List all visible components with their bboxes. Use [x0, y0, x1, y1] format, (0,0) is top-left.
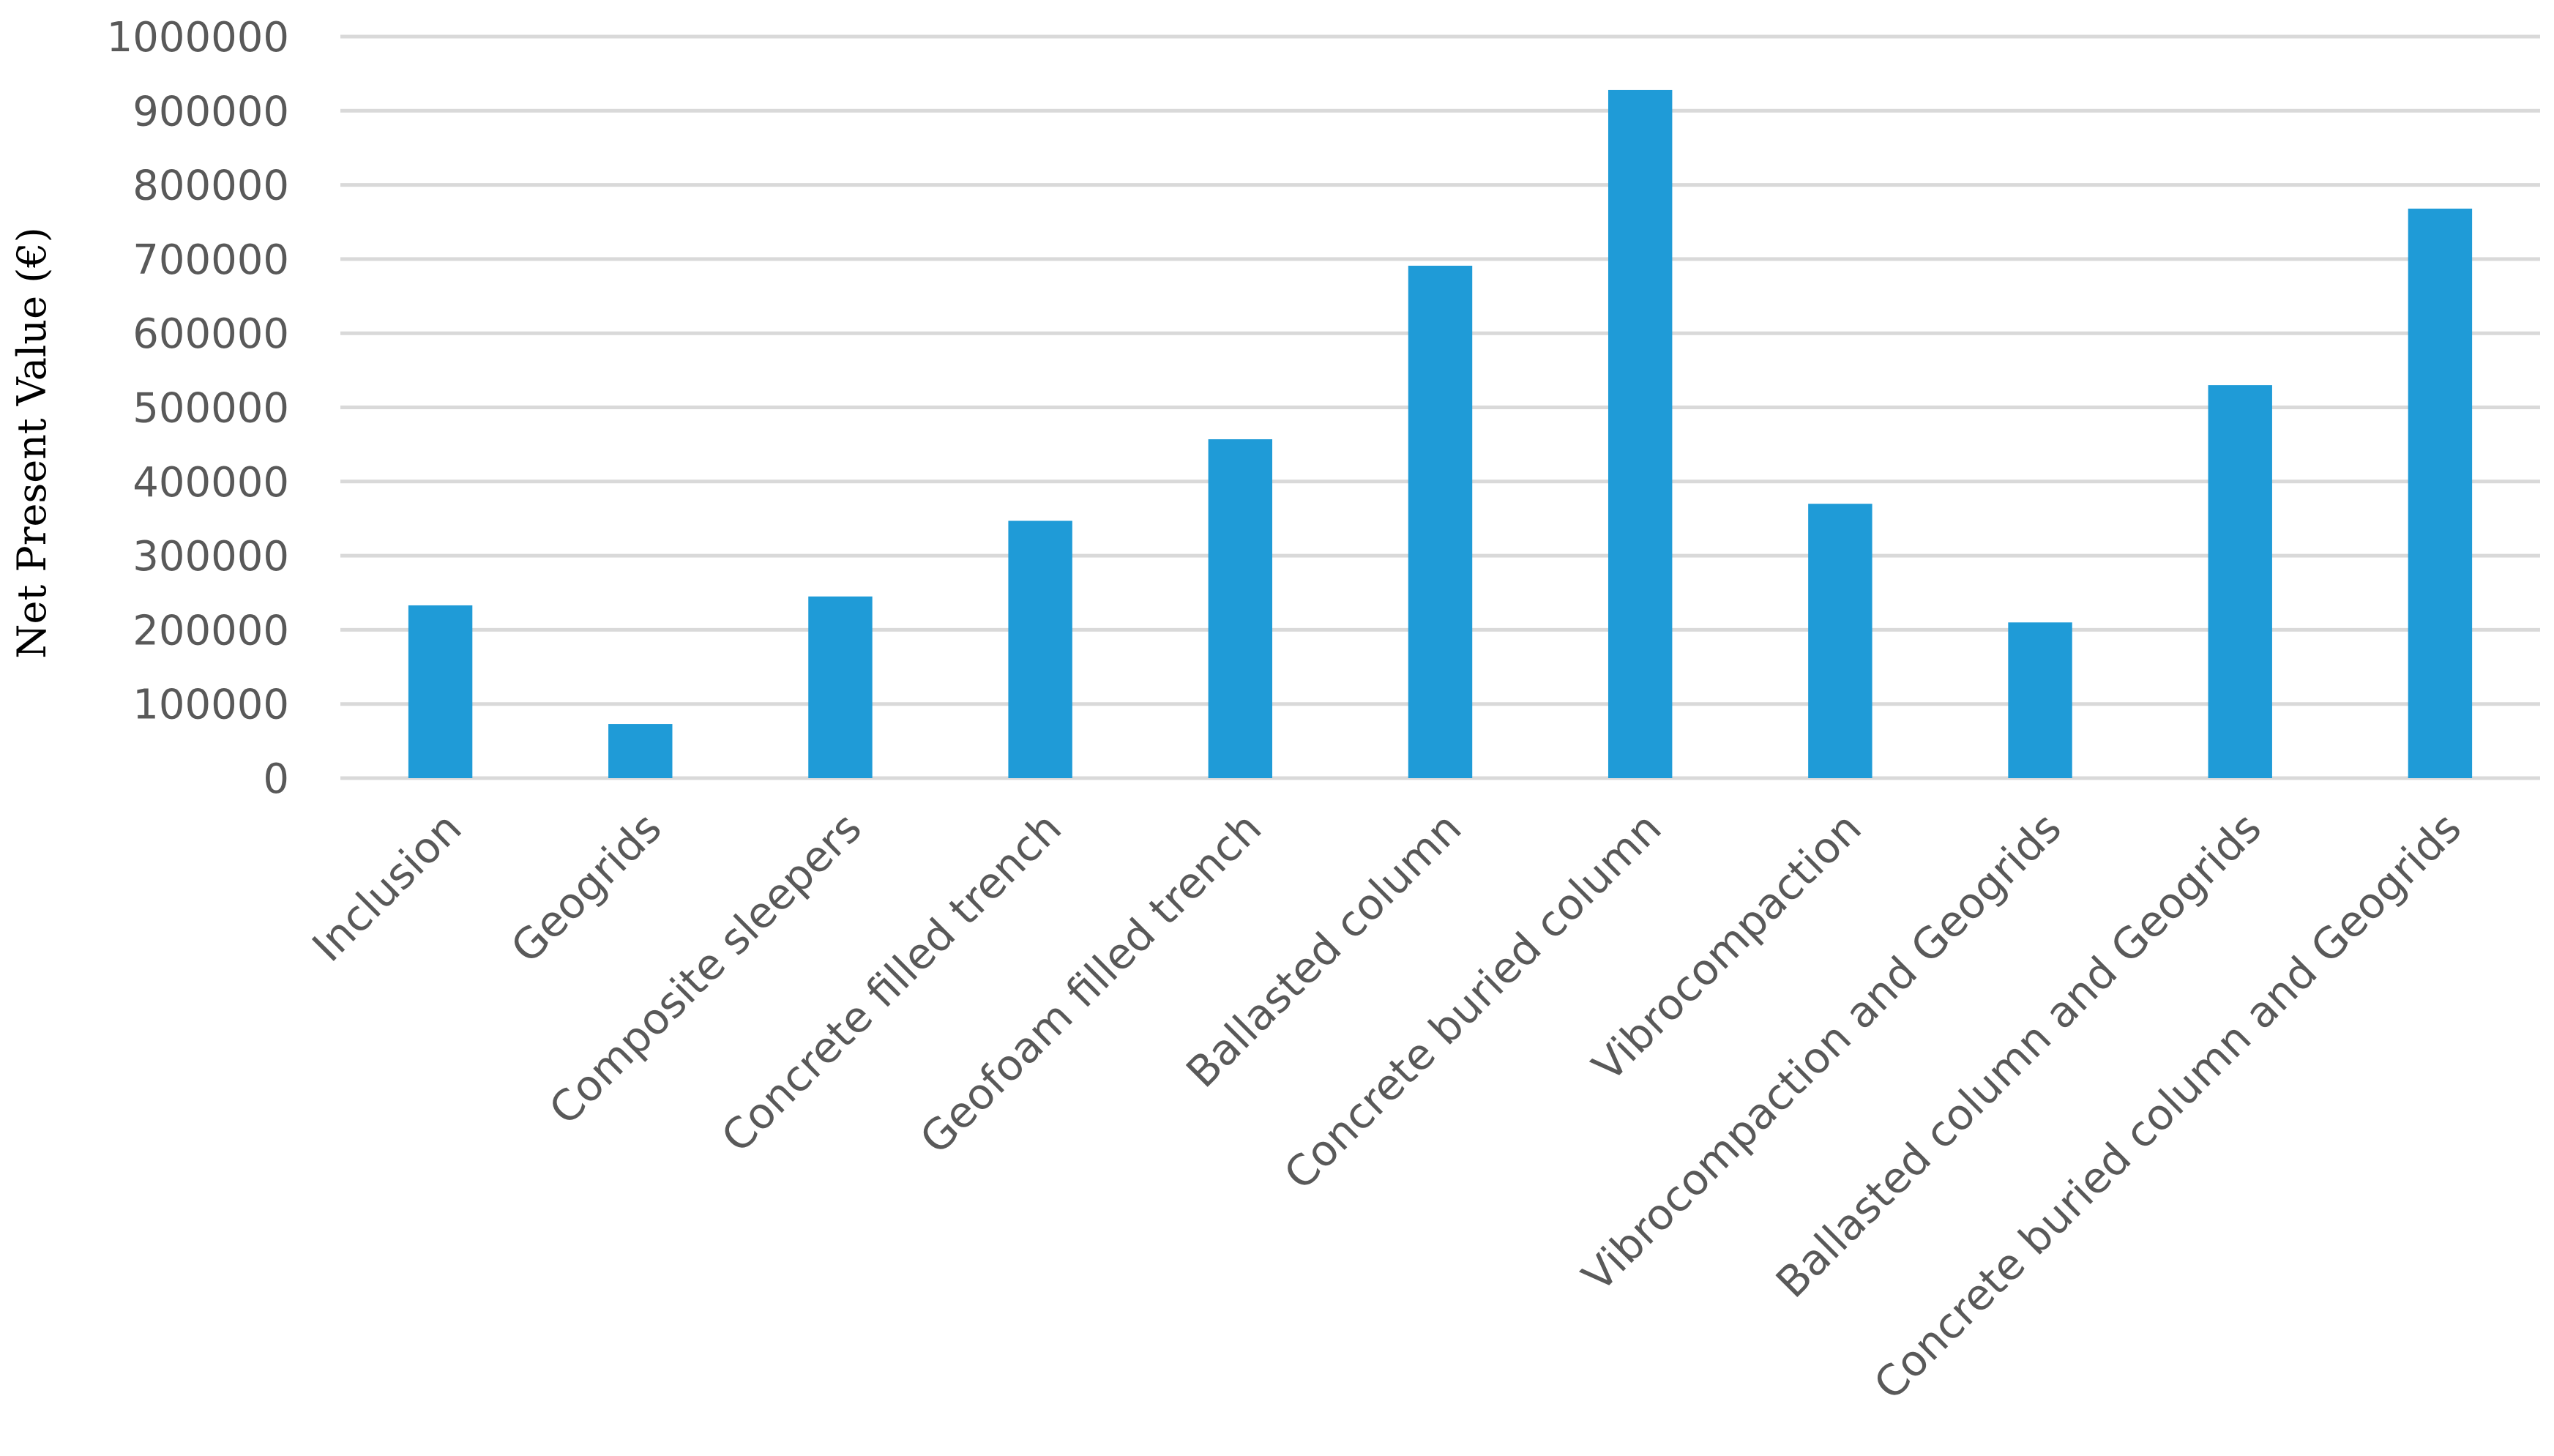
y-tick-label: 1000000	[107, 14, 289, 61]
bars	[408, 89, 2473, 779]
bar	[2408, 209, 2473, 778]
y-tick-label: 400000	[132, 459, 289, 507]
y-tick-label: 700000	[132, 236, 289, 284]
y-tick-label: 0	[263, 755, 289, 803]
bar	[1008, 520, 1072, 778]
y-tick-label: 300000	[132, 533, 289, 580]
x-tick-label: Geofoam filled trench	[911, 803, 1272, 1164]
y-tick-label: 900000	[132, 88, 289, 135]
y-tick-label: 800000	[132, 163, 289, 210]
y-tick-label: 600000	[132, 310, 289, 358]
x-tick-label: Concrete buried column	[1274, 803, 1670, 1199]
bar	[608, 724, 673, 778]
y-axis-label: Net Present Value (€)	[9, 227, 55, 658]
x-tick-label: Concrete filled trench	[712, 803, 1071, 1162]
bar	[2208, 385, 2272, 778]
y-tick-label: 200000	[132, 607, 289, 654]
x-tick-label: Inclusion	[303, 803, 471, 971]
y-tick-label: 500000	[132, 385, 289, 433]
bar	[1808, 504, 1872, 778]
x-tick-label: Geogrids	[501, 803, 671, 973]
bar	[1408, 266, 1473, 779]
bar	[808, 596, 873, 778]
bar	[1208, 439, 1273, 778]
bar	[2008, 622, 2072, 778]
y-axis-ticks: 0 100000 200000 300000 400000 500000 600000 700…	[107, 14, 289, 803]
bar	[408, 605, 473, 778]
y-tick-label: 100000	[132, 682, 289, 729]
bar	[1608, 89, 1673, 779]
